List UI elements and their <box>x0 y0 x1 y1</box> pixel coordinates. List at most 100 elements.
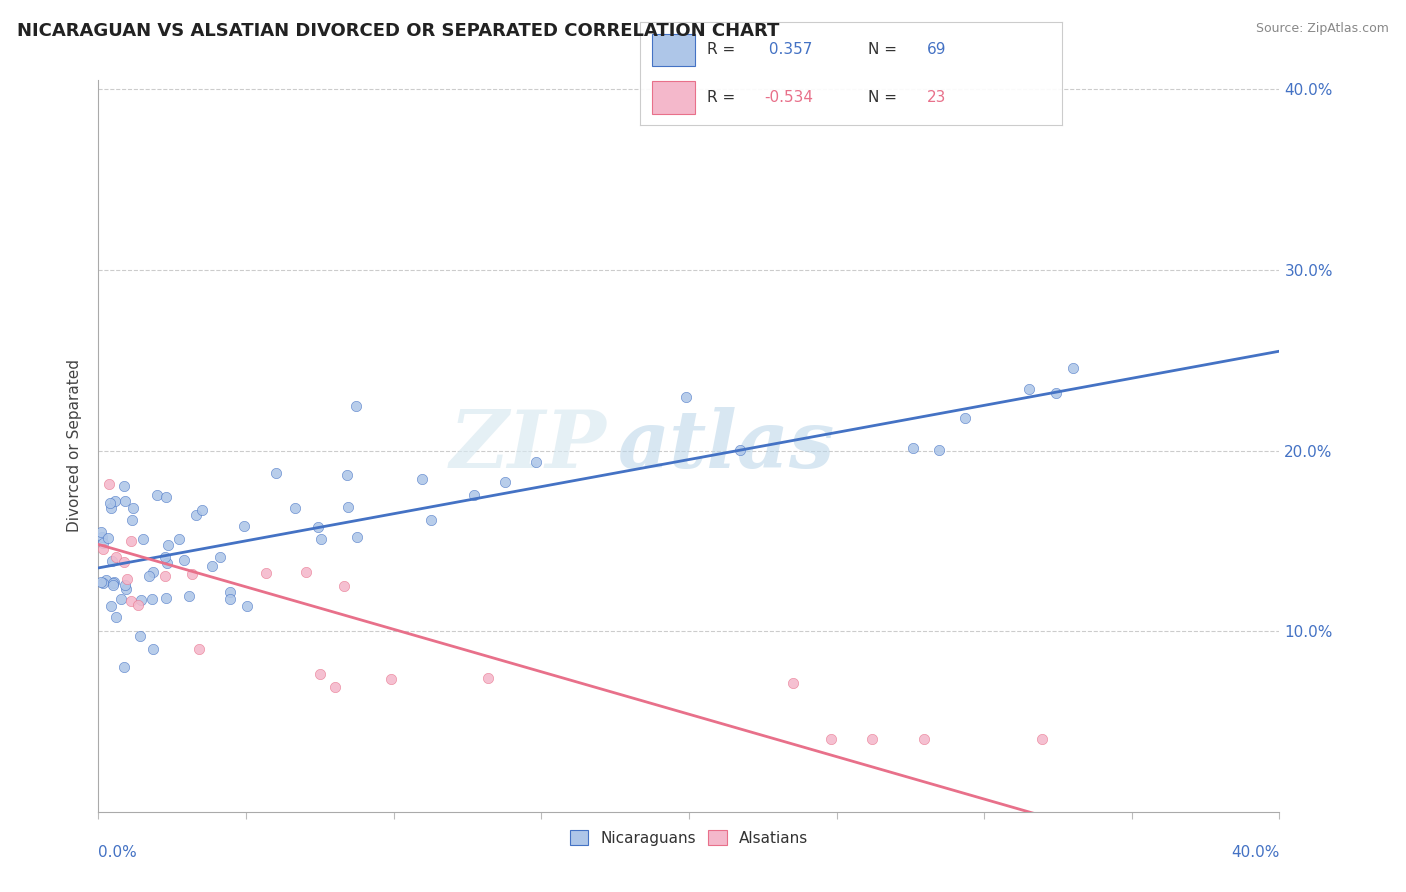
Point <box>337 500 360 514</box>
Point <box>94 573 117 587</box>
Point <box>232 518 254 533</box>
Legend: Nicaraguans, Alsatians: Nicaraguans, Alsatians <box>564 823 814 852</box>
Point <box>115 582 138 596</box>
Point <box>675 390 697 404</box>
Text: -0.534: -0.534 <box>765 90 813 104</box>
Point <box>141 592 163 607</box>
Point <box>820 732 842 747</box>
Point <box>860 732 883 747</box>
Point <box>157 538 180 552</box>
Point <box>100 501 122 516</box>
Point <box>173 552 195 566</box>
Point <box>264 466 287 480</box>
Point <box>100 599 122 613</box>
Point <box>104 549 127 564</box>
Text: 0.357: 0.357 <box>765 43 813 57</box>
Point <box>219 591 242 606</box>
Point <box>179 589 201 603</box>
Point <box>463 488 485 502</box>
Point <box>181 566 204 581</box>
Point <box>494 475 516 489</box>
Point <box>120 594 142 608</box>
Point <box>477 672 499 686</box>
Point <box>323 681 346 695</box>
Point <box>1045 385 1067 400</box>
Point <box>156 556 179 570</box>
Point <box>1018 382 1040 396</box>
Point <box>155 490 177 504</box>
Point <box>254 566 277 581</box>
Text: ZIP: ZIP <box>450 408 606 484</box>
Text: NICARAGUAN VS ALSATIAN DIVORCED OR SEPARATED CORRELATION CHART: NICARAGUAN VS ALSATIAN DIVORCED OR SEPAR… <box>17 22 779 40</box>
Point <box>127 598 149 612</box>
Point <box>309 532 332 546</box>
Text: 40.0%: 40.0% <box>1232 845 1279 860</box>
Point <box>187 641 209 656</box>
Point <box>336 468 359 483</box>
Point <box>90 530 112 544</box>
Point <box>524 455 547 469</box>
Point <box>97 531 120 545</box>
Point <box>93 541 115 556</box>
Point <box>120 534 142 549</box>
Point <box>142 565 165 579</box>
Point <box>155 591 177 606</box>
Text: 69: 69 <box>927 43 946 57</box>
Point <box>728 442 751 457</box>
Point <box>912 732 935 747</box>
Point <box>901 442 924 456</box>
Point <box>121 513 143 527</box>
Point <box>129 592 152 607</box>
Point <box>201 559 224 574</box>
Point <box>129 629 152 643</box>
Point <box>190 502 212 516</box>
Point <box>138 569 160 583</box>
Point <box>380 672 402 686</box>
Point <box>114 578 136 592</box>
Point <box>953 411 976 425</box>
Text: 23: 23 <box>927 90 946 104</box>
Point <box>307 520 329 534</box>
Point <box>90 525 112 540</box>
Point <box>928 442 950 457</box>
Point <box>1062 360 1084 375</box>
Point <box>112 555 135 569</box>
FancyBboxPatch shape <box>652 34 695 66</box>
Point <box>132 532 155 546</box>
Point <box>153 549 176 564</box>
Point <box>219 585 242 599</box>
Text: Source: ZipAtlas.com: Source: ZipAtlas.com <box>1256 22 1389 36</box>
Point <box>782 676 804 690</box>
Point <box>91 536 114 550</box>
Point <box>155 569 177 583</box>
Point <box>122 500 145 515</box>
Point <box>184 508 207 523</box>
Point <box>284 501 307 516</box>
Point <box>1031 732 1053 747</box>
Point <box>346 530 368 544</box>
Point <box>411 472 433 486</box>
Point <box>146 488 169 502</box>
Point <box>344 399 367 413</box>
Text: 0.0%: 0.0% <box>98 845 138 860</box>
Point <box>167 532 190 546</box>
Point <box>308 667 330 681</box>
Point <box>294 566 316 580</box>
FancyBboxPatch shape <box>652 81 695 113</box>
Point <box>115 572 138 586</box>
Point <box>103 574 125 589</box>
Text: N =: N = <box>868 90 901 104</box>
Point <box>114 494 136 508</box>
Point <box>142 642 165 657</box>
Text: R =: R = <box>707 90 741 104</box>
Point <box>112 660 135 674</box>
Point <box>103 578 125 592</box>
Point <box>98 496 121 510</box>
Text: N =: N = <box>868 43 901 57</box>
Point <box>112 479 135 493</box>
Point <box>103 576 125 591</box>
Point <box>90 574 112 589</box>
Point <box>104 494 127 508</box>
Point <box>110 591 132 606</box>
Text: atlas: atlas <box>619 408 835 484</box>
